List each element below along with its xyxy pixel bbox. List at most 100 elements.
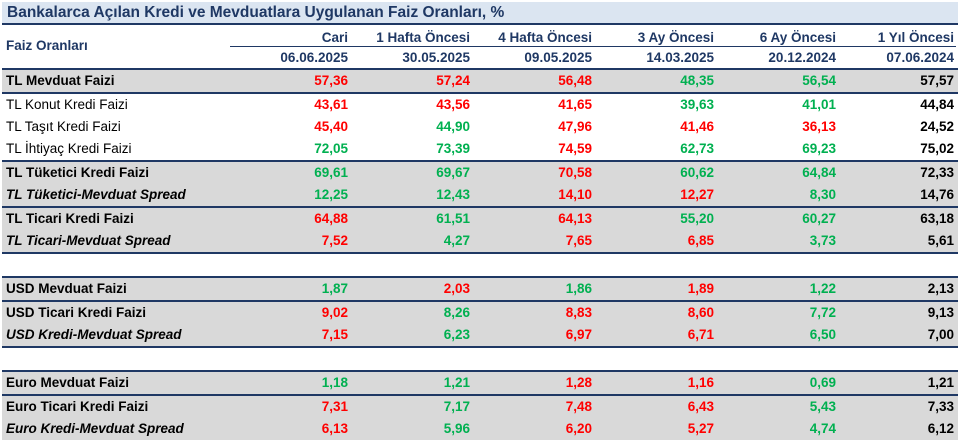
- rate-cell-1-hafta-oncesi: 1,21: [352, 370, 474, 396]
- spacer-cell: [230, 347, 352, 371]
- rate-cell-3-ay-oncesi: 6,71: [596, 324, 718, 348]
- table-row-usd-ticari-kredi-faizi: USD Ticari Kredi Faizi 9,02 8,26 8,83 8,60 7,…: [2, 301, 958, 324]
- rate-cell-cari: 6,13: [230, 418, 352, 440]
- rate-cell-1-hafta-oncesi: 12,43: [352, 184, 474, 208]
- spacer-cell: [2, 253, 230, 277]
- rate-cell-3-ay-oncesi: 6,43: [596, 395, 718, 418]
- spacer-cell: [2, 347, 230, 371]
- rate-cell-1-hafta-oncesi: 2,03: [352, 276, 474, 302]
- rate-cell-cari: 7,52: [230, 230, 352, 254]
- rate-cell-1-yil-oncesi: 57,57: [840, 68, 958, 94]
- rate-cell-1-yil-oncesi: 2,13: [840, 276, 958, 302]
- row-label: Euro Kredi-Mevduat Spread: [2, 418, 230, 440]
- spacer-cell: [840, 253, 958, 277]
- column-name-current: Cari: [321, 30, 348, 45]
- column-name-3m: 3 Ay Öncesi: [637, 30, 714, 45]
- table-row-tl-mevduat-faizi: TL Mevduat Faizi 57,36 57,24 56,48 48,35 56,5…: [2, 68, 958, 94]
- rate-cell-6-ay-oncesi: 60,27: [718, 207, 840, 230]
- rate-cell-3-ay-oncesi: 41,46: [680, 119, 714, 134]
- column-date-6m: 20.12.2024: [768, 50, 836, 65]
- column-name-4w: 4 Hafta Öncesi: [498, 30, 592, 45]
- spacer-cell: [352, 253, 474, 277]
- rate-cell-1-hafta-oncesi: 6,23: [352, 324, 474, 348]
- rate-cell-1-hafta-oncesi: 43,56: [436, 97, 470, 112]
- rate-cell-cari: 12,25: [230, 184, 352, 208]
- spacer-cell: [718, 347, 840, 371]
- row-label: Euro Mevduat Faizi: [2, 370, 230, 396]
- rate-cell-cari: 7,31: [230, 395, 352, 418]
- rate-cell-cari: 1,87: [230, 276, 352, 302]
- table-row-euro-kredi-mevduat-spread: Euro Kredi-Mevduat Spread 6,13 5,96 6,20 5,2…: [2, 418, 958, 440]
- table-row-tl-konut-kredi-faizi: TL Konut Kredi Faizi 43,61 43,56 41,65 39,63…: [2, 93, 958, 116]
- table-row-euro-mevduat-faizi: Euro Mevduat Faizi 1,18 1,21 1,28 1,16 0,69 1,…: [2, 370, 958, 396]
- rate-cell-1-hafta-oncesi: 61,51: [352, 207, 474, 230]
- rate-cell-4-hafta-oncesi: 6,97: [474, 324, 596, 348]
- table-row-tl-tuketici-mevduat-spread: TL Tüketici-Mevduat Spread 12,25 12,43 14,1…: [2, 184, 958, 208]
- rate-cell-6-ay-oncesi: 4,74: [718, 418, 840, 440]
- rate-cell-1-hafta-oncesi: 57,24: [352, 68, 474, 94]
- spacer-cell: [352, 347, 474, 371]
- table-row-tl-ihtiyac-kredi-faizi: TL İhtiyaç Kredi Faizi 72,05 73,39 74,59 62,…: [2, 138, 958, 161]
- rate-cell-6-ay-oncesi: 69,23: [802, 141, 836, 156]
- row-label: TL Taşıt Kredi Faizi: [6, 119, 121, 134]
- table-row-euro-ticari-kredi-faizi: Euro Ticari Kredi Faizi 7,31 7,17 7,48 6,43 5…: [2, 395, 958, 418]
- rate-cell-4-hafta-oncesi: 1,28: [474, 370, 596, 396]
- rate-cell-4-hafta-oncesi: 7,48: [474, 395, 596, 418]
- rate-cell-1-yil-oncesi: 7,00: [840, 324, 958, 348]
- rate-cell-4-hafta-oncesi: 7,65: [474, 230, 596, 254]
- section-spacer: [2, 253, 958, 277]
- rate-cell-3-ay-oncesi: 39,63: [680, 97, 714, 112]
- row-label: Euro Ticari Kredi Faizi: [2, 395, 230, 418]
- spacer-cell: [474, 253, 596, 277]
- row-label: TL Konut Kredi Faizi: [6, 97, 128, 112]
- rate-cell-6-ay-oncesi: 7,72: [718, 301, 840, 324]
- rate-cell-6-ay-oncesi: 6,50: [718, 324, 840, 348]
- column-date-1w: 30.05.2025: [402, 50, 470, 65]
- rate-cell-3-ay-oncesi: 62,73: [680, 141, 714, 156]
- row-label: TL Ticari Kredi Faizi: [2, 207, 230, 230]
- rate-cell-4-hafta-oncesi: 47,96: [558, 119, 592, 134]
- rate-cell-1-yil-oncesi: 75,02: [920, 141, 954, 156]
- rate-cell-6-ay-oncesi: 56,54: [718, 68, 840, 94]
- row-label: TL Tüketici Kredi Faizi: [2, 160, 230, 184]
- rate-cell-cari: 9,02: [230, 301, 352, 324]
- rate-cell-6-ay-oncesi: 3,73: [718, 230, 840, 254]
- rate-cell-4-hafta-oncesi: 41,65: [558, 97, 592, 112]
- rate-cell-3-ay-oncesi: 55,20: [596, 207, 718, 230]
- row-label: USD Kredi-Mevduat Spread: [2, 324, 230, 348]
- rate-cell-3-ay-oncesi: 48,35: [596, 68, 718, 94]
- rate-cell-6-ay-oncesi: 8,30: [718, 184, 840, 208]
- table-row-tl-ticari-kredi-faizi: TL Ticari Kredi Faizi 64,88 61,51 64,13 55,2…: [2, 207, 958, 230]
- rate-cell-1-yil-oncesi: 7,33: [840, 395, 958, 418]
- rate-cell-cari: 43,61: [314, 97, 348, 112]
- rate-cell-1-hafta-oncesi: 5,96: [352, 418, 474, 440]
- report-title: Bankalarca Açılan Kredi ve Mevduatlara U…: [2, 2, 958, 25]
- rate-cell-3-ay-oncesi: 6,85: [596, 230, 718, 254]
- rate-cell-6-ay-oncesi: 41,01: [802, 97, 836, 112]
- rate-cell-1-hafta-oncesi: 4,27: [352, 230, 474, 254]
- rates-table: TL Mevduat Faizi 57,36 57,24 56,48 48,35 56,5…: [2, 68, 958, 440]
- rate-cell-1-yil-oncesi: 24,52: [920, 119, 954, 134]
- rate-cell-4-hafta-oncesi: 70,58: [474, 160, 596, 184]
- row-label: USD Mevduat Faizi: [2, 276, 230, 302]
- rate-cell-4-hafta-oncesi: 56,48: [474, 68, 596, 94]
- rate-cell-3-ay-oncesi: 1,16: [596, 370, 718, 396]
- rate-cell-cari: 69,61: [230, 160, 352, 184]
- rate-cell-3-ay-oncesi: 8,60: [596, 301, 718, 324]
- rate-cell-1-yil-oncesi: 9,13: [840, 301, 958, 324]
- table-row-tl-tasit-kredi-faizi: TL Taşıt Kredi Faizi 45,40 44,90 47,96 41,46…: [2, 116, 958, 138]
- rate-cell-6-ay-oncesi: 0,69: [718, 370, 840, 396]
- rate-cell-cari: 7,15: [230, 324, 352, 348]
- column-name-1y: 1 Yıl Öncesi: [877, 30, 954, 45]
- rate-cell-1-hafta-oncesi: 7,17: [352, 395, 474, 418]
- spacer-cell: [474, 347, 596, 371]
- rate-cell-4-hafta-oncesi: 74,59: [558, 141, 592, 156]
- spacer-cell: [596, 253, 718, 277]
- rate-cell-1-hafta-oncesi: 8,26: [352, 301, 474, 324]
- rate-cell-4-hafta-oncesi: 1,86: [474, 276, 596, 302]
- table-row-tl-ticari-mevduat-spread: TL Ticari-Mevduat Spread 7,52 4,27 7,65 6,85…: [2, 230, 958, 254]
- rate-cell-1-yil-oncesi: 6,12: [840, 418, 958, 440]
- row-label: USD Ticari Kredi Faizi: [2, 301, 230, 324]
- rate-cell-1-yil-oncesi: 1,21: [840, 370, 958, 396]
